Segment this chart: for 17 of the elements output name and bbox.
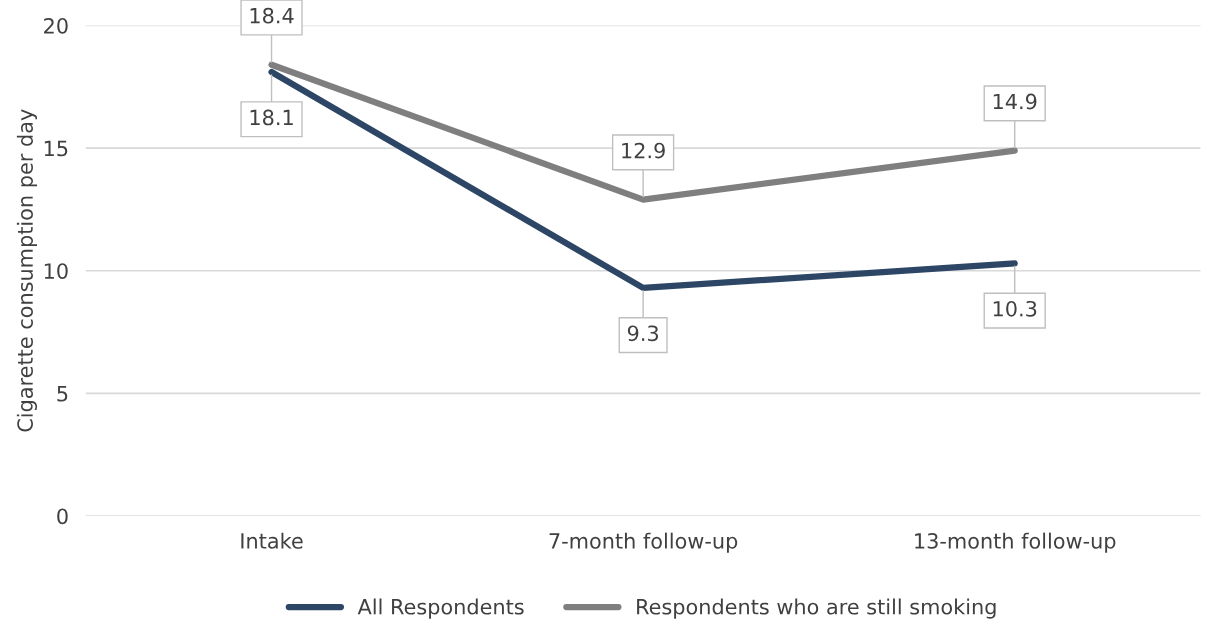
data-label: 10.3 <box>993 300 1037 317</box>
y-tick-label: 20 <box>44 17 68 34</box>
x-tick-label: 13-month follow-up <box>915 532 1116 553</box>
data-label: 9.3 <box>627 325 659 342</box>
data-label: 12.9 <box>622 142 665 159</box>
y-tick-label: 10 <box>44 263 68 279</box>
data-label: 18.4 <box>250 7 294 24</box>
y-tick-label: 0 <box>57 508 68 525</box>
legend-label: Respondents who are still smoking <box>637 598 996 619</box>
x-tick-label: 7-month follow-up <box>549 532 738 553</box>
data-label: 14.9 <box>993 93 1037 110</box>
data-label: 18.1 <box>250 109 293 126</box>
y-axis-title: Cigarette consumption per day <box>16 109 38 432</box>
y-tick-label: 15 <box>44 140 68 157</box>
x-tick-label: Intake <box>241 532 303 549</box>
legend-label: All Respondents <box>357 598 524 619</box>
y-tick-label: 5 <box>57 386 68 402</box>
